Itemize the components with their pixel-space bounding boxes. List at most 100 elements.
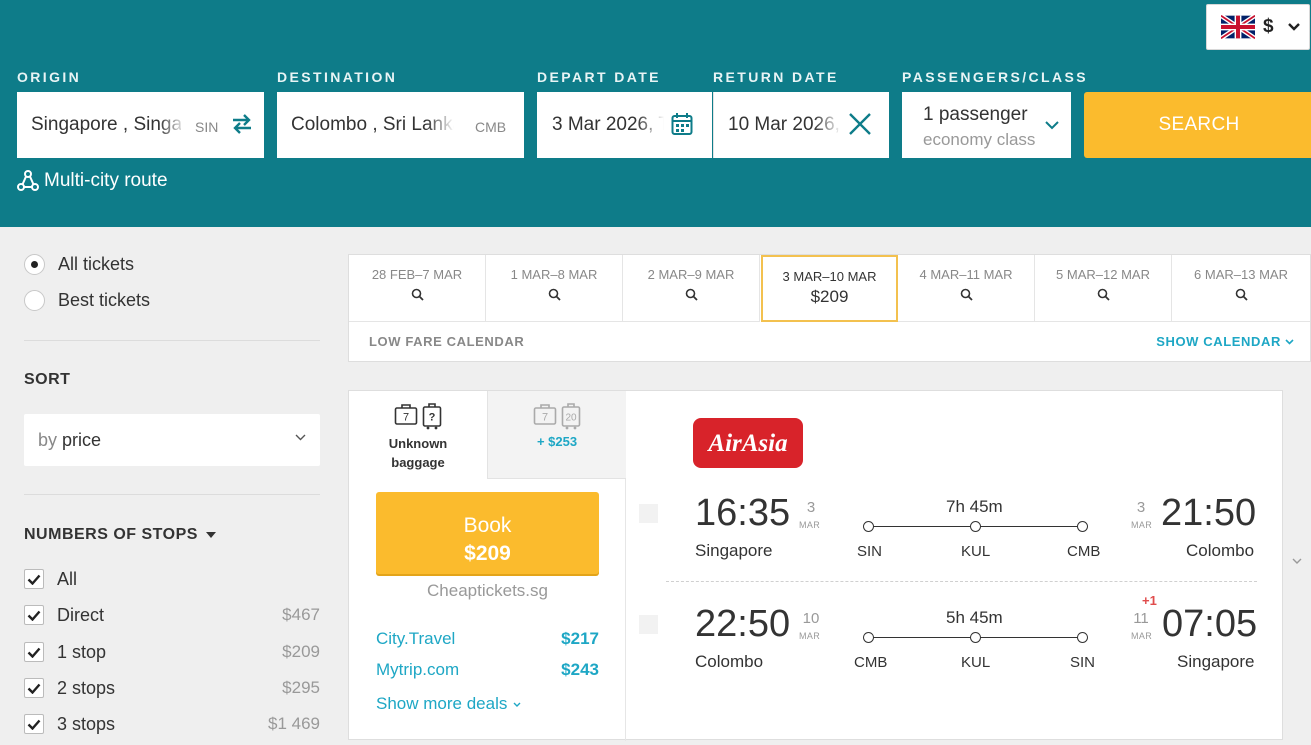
radio-button[interactable] — [24, 254, 45, 275]
book-button[interactable]: Book $209 — [376, 492, 599, 574]
stop-filter-direct[interactable]: Direct $467 — [24, 603, 320, 627]
check-icon — [27, 683, 41, 694]
departure-month: MAR — [799, 631, 821, 641]
depart-date-label: DEPART DATE — [537, 69, 661, 85]
segment-checkbox[interactable] — [639, 504, 658, 523]
departure-day: 3 — [806, 499, 816, 516]
swap-icon[interactable] — [231, 112, 253, 136]
departure-time: 22:50 — [695, 603, 791, 645]
arrival-day: 3 — [1136, 499, 1146, 516]
sort-select[interactable]: by price — [24, 414, 320, 466]
flight-duration: 5h 45m — [946, 608, 1003, 627]
checkbox[interactable] — [24, 605, 44, 625]
caret-down-icon — [205, 532, 216, 538]
svg-text:7: 7 — [542, 412, 548, 424]
stop-filter-1-stop[interactable]: 1 stop $209 — [24, 640, 320, 664]
destination-field[interactable]: Colombo , Sri Lanka CMB — [277, 92, 524, 158]
expand-ticket-chevron-icon[interactable] — [1292, 558, 1302, 565]
show-more-deals-link[interactable]: Show more deals — [376, 694, 521, 714]
show-calendar-link[interactable]: SHOW CALENDAR — [1156, 334, 1294, 349]
date-range-price: $209 — [810, 287, 849, 306]
radio-button[interactable] — [24, 290, 45, 311]
passengers-class-selector[interactable]: 1 passenger economy class — [902, 92, 1071, 158]
text-fade — [814, 92, 848, 158]
stop-price: $1 469 — [268, 714, 320, 733]
airport-code: CMB — [1067, 543, 1101, 560]
passengers-class-label: PASSENGERS/CLASS — [902, 69, 1088, 85]
date-range-cell[interactable]: 4 MAR–11 MAR — [898, 255, 1035, 322]
low-fare-calendar-label: LOW FARE CALENDAR — [369, 334, 525, 349]
stop-price: $295 — [282, 678, 320, 697]
cabin-class: economy class — [923, 130, 1036, 149]
check-icon — [27, 574, 41, 585]
stop-label: Direct — [57, 604, 105, 625]
chevron-down-icon — [295, 434, 306, 441]
stops-heading[interactable]: NUMBERS OF STOPS — [24, 526, 216, 544]
calendar-icon[interactable] — [671, 112, 693, 136]
date-range-cell-selected[interactable]: 3 MAR–10 MAR $209 — [761, 255, 898, 322]
arrival-month: MAR — [1131, 631, 1153, 641]
segment-checkbox[interactable] — [639, 615, 658, 634]
sort-value: price — [62, 429, 102, 450]
date-range-cell[interactable]: 6 MAR–13 MAR — [1172, 255, 1310, 322]
show-calendar-label: SHOW CALENDAR — [1156, 334, 1281, 349]
check-icon — [27, 647, 41, 658]
date-range-cell[interactable]: 1 MAR–8 MAR — [486, 255, 623, 322]
date-range-cell[interactable]: 2 MAR–9 MAR — [623, 255, 760, 322]
depart-date-field[interactable]: 3 Mar 2026, Tue — [537, 92, 712, 158]
search-icon — [960, 288, 973, 301]
origin-value: Singapore , Singapore — [31, 114, 181, 135]
stop-label: 1 stop — [57, 641, 107, 662]
filter-best-tickets[interactable]: Best tickets — [24, 290, 150, 311]
stop-filter-2-stops[interactable]: 2 stops $295 — [24, 676, 320, 700]
departure-month: MAR — [799, 520, 821, 530]
origin-code: SIN — [195, 119, 219, 135]
text-fade — [637, 92, 671, 158]
checkbox[interactable] — [24, 569, 44, 589]
book-price: $209 — [464, 541, 511, 565]
multi-city-route-link[interactable]: Multi-city route — [17, 170, 168, 192]
filter-all-tickets[interactable]: All tickets — [24, 254, 134, 275]
airport-code: SIN — [1070, 654, 1096, 671]
baggage-option-unknown[interactable]: 7 ? Unknown baggage — [349, 391, 487, 479]
destination-code: CMB — [475, 119, 507, 135]
origin-field[interactable]: Singapore , Singapore SIN — [17, 92, 264, 158]
checkbox[interactable] — [24, 642, 44, 662]
arrival-time: 07:05 — [1162, 603, 1258, 645]
return-date-field[interactable]: 10 Mar 2026, Tue — [713, 92, 889, 158]
departure-city: Colombo — [695, 652, 764, 671]
baggage-unknown-label-line2: baggage — [391, 455, 445, 470]
airport-code: KUL — [961, 543, 991, 560]
show-more-deals-label: Show more deals — [376, 694, 508, 713]
route-stop-dot — [970, 521, 981, 532]
date-range-strip: 28 FEB–7 MAR 1 MAR–8 MAR 2 MAR–9 MAR 3 M… — [348, 254, 1311, 362]
seller-name: Cheaptickets.sg — [427, 581, 548, 600]
date-range-cell[interactable]: 5 MAR–12 MAR — [1035, 255, 1172, 322]
stop-filter-3-stops[interactable]: 3 stops $1 469 — [24, 712, 320, 736]
date-range-label: 5 MAR–12 MAR — [1056, 267, 1150, 282]
checkbox[interactable] — [24, 678, 44, 698]
arrival-time: 21:50 — [1161, 492, 1257, 534]
next-day-indicator: +1 — [1142, 593, 1157, 608]
departure-time: 16:35 — [695, 492, 791, 534]
arrival-city: Singapore — [1177, 652, 1255, 671]
segment-divider — [666, 581, 1257, 582]
svg-text:20: 20 — [565, 413, 577, 424]
search-button[interactable]: SEARCH — [1084, 92, 1311, 158]
deal-row[interactable]: City.Travel $217 — [376, 629, 599, 649]
deal-row[interactable]: Mytrip.com $243 — [376, 660, 599, 680]
arrival-day: 11 — [1133, 610, 1149, 627]
checkbox[interactable] — [24, 714, 44, 734]
language-currency-selector[interactable]: $ — [1206, 4, 1310, 50]
passenger-count: 1 passenger — [923, 104, 1028, 125]
date-range-label: 1 MAR–8 MAR — [510, 267, 598, 282]
route-stop-dot — [863, 521, 874, 532]
date-range-cell[interactable]: 28 FEB–7 MAR — [349, 255, 486, 322]
search-icon — [1097, 288, 1110, 301]
stop-filter-all[interactable]: All — [24, 567, 320, 591]
search-icon — [685, 288, 698, 301]
baggage-option-with-luggage[interactable]: 7 20 + $253 — [487, 391, 626, 479]
text-fade — [159, 92, 193, 158]
clear-return-date-icon[interactable] — [848, 112, 872, 136]
deal-price: $217 — [561, 629, 599, 648]
